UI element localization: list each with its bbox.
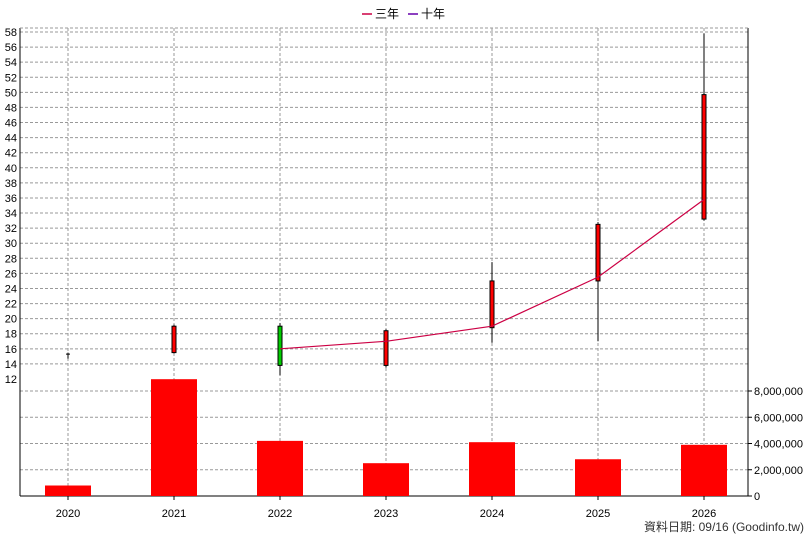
price-tick-label: 40 [5, 163, 17, 175]
price-tick-label: 58 [5, 27, 17, 39]
legend-item: 三年 [362, 7, 399, 21]
volume-tick-label: 0 [754, 491, 760, 503]
candle [701, 33, 707, 221]
x-tick-label: 2026 [692, 508, 716, 520]
price-tick-label: 44 [5, 133, 17, 145]
price-tick-label: 32 [5, 223, 17, 235]
price-tick-label: 22 [5, 299, 17, 311]
price-tick-label: 48 [5, 102, 17, 114]
price-tick-label: 16 [5, 344, 17, 356]
source-note: 資料日期: 09/16 (Goodinfo.tw) [644, 520, 804, 534]
volume-tick-label: 4,000,000 [754, 439, 803, 451]
price-tick-label: 28 [5, 253, 17, 265]
legend-label: 十年 [421, 7, 445, 21]
price-tick-label: 50 [5, 87, 17, 99]
grid [20, 28, 748, 496]
x-tick-label: 2024 [480, 508, 504, 520]
tick-labels: 1214161820222426283032343638404244464850… [5, 27, 803, 520]
price-tick-label: 34 [5, 208, 17, 220]
price-tick-label: 20 [5, 314, 17, 326]
price-tick-label: 54 [5, 57, 17, 69]
volume-tick-label: 2,000,000 [754, 465, 803, 477]
price-tick-label: 24 [5, 283, 17, 295]
x-tick-label: 2022 [268, 508, 292, 520]
price-tick-label: 46 [5, 118, 17, 130]
volume-tick-label: 8,000,000 [754, 386, 803, 398]
x-tick-label: 2021 [162, 508, 186, 520]
volume-tick-label: 6,000,000 [754, 412, 803, 424]
price-tick-label: 18 [5, 329, 17, 341]
price-tick-label: 12 [5, 374, 17, 386]
price-tick-label: 38 [5, 178, 17, 190]
volume-bar [363, 463, 409, 496]
series-line [279, 198, 705, 350]
candle [489, 262, 495, 343]
candles [66, 33, 707, 376]
price-tick-label: 14 [5, 359, 17, 371]
volume-bar [257, 440, 303, 496]
legend-item: 十年 [408, 7, 445, 21]
volume-bar [681, 444, 727, 496]
price-tick-label: 42 [5, 148, 17, 160]
volume-bar [575, 459, 621, 496]
candle [595, 222, 601, 342]
legend: 三年 十年 [362, 7, 445, 21]
candle [277, 323, 283, 376]
legend-label: 三年 [375, 7, 399, 21]
candle [171, 324, 177, 354]
candle [383, 329, 389, 368]
x-tick-label: 2020 [56, 508, 80, 520]
price-tick-label: 26 [5, 268, 17, 280]
trend-lines [279, 198, 705, 350]
volume-bars [45, 379, 727, 496]
x-tick-label: 2023 [374, 508, 398, 520]
price-tick-label: 52 [5, 72, 17, 84]
price-tick-label: 30 [5, 238, 17, 250]
price-tick-label: 56 [5, 42, 17, 54]
price-tick-label: 36 [5, 193, 17, 205]
volume-bar [469, 442, 515, 496]
candle [66, 352, 70, 359]
x-tick-label: 2025 [586, 508, 610, 520]
volume-bar [45, 485, 91, 496]
volume-bar [151, 379, 197, 496]
